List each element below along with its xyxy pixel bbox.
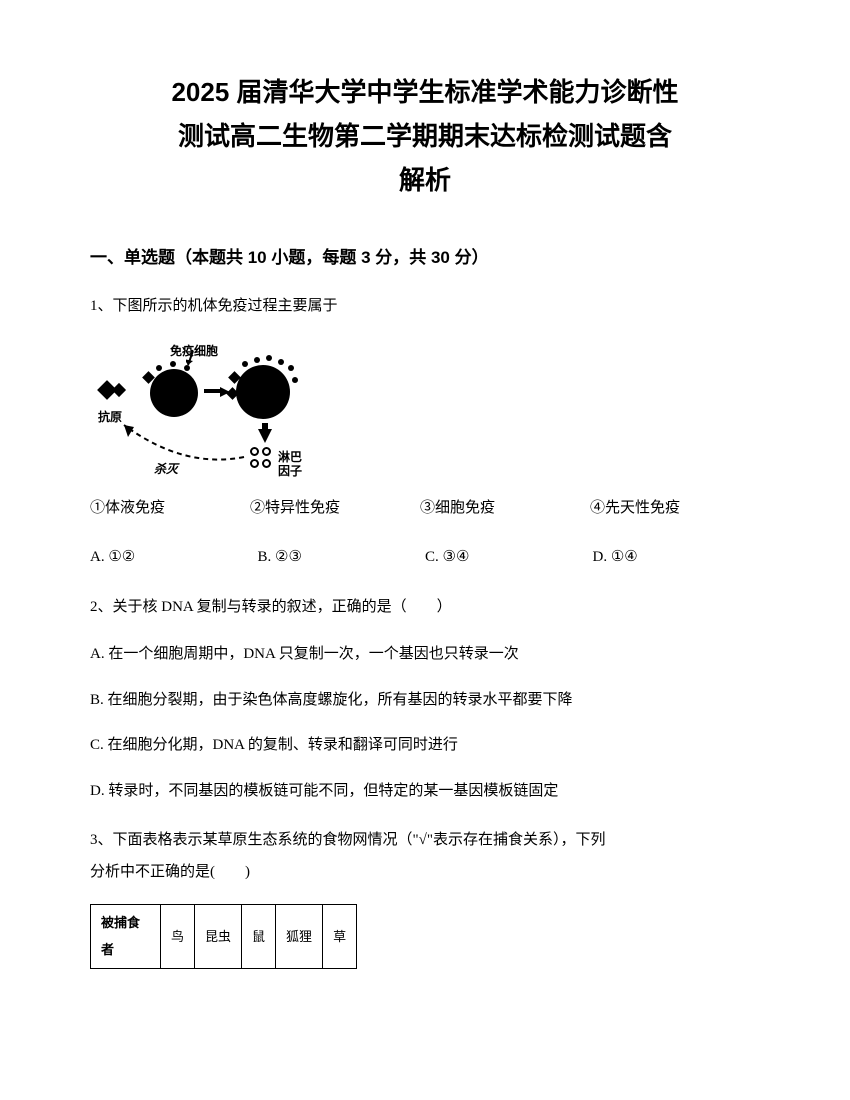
q3-col-2: 昆虫 xyxy=(195,905,242,969)
arrow-down xyxy=(258,429,272,443)
q1-choice-3: ③细胞免疫 xyxy=(420,493,590,525)
title-line-3: 解析 xyxy=(90,158,760,202)
immune-cell-1 xyxy=(150,369,198,417)
question-1: 1、下图所示的机体免疫过程主要属于 免疫细胞 抗原 xyxy=(90,291,760,574)
section-1-header: 一、单选题（本题共 10 小题，每题 3 分，共 30 分） xyxy=(90,243,760,274)
table-row: 被捕食者 鸟 昆虫 鼠 狐狸 草 xyxy=(91,905,357,969)
arrow-between-cells xyxy=(204,389,220,393)
lymphokine-ring-4 xyxy=(262,459,271,468)
q3-table: 被捕食者 鸟 昆虫 鼠 狐狸 草 xyxy=(90,904,357,969)
q1-choice-2: ②特异性免疫 xyxy=(250,493,420,525)
q2-stem: 2、关于核 DNA 复制与转录的叙述，正确的是（ ） xyxy=(90,592,760,624)
document-title: 2025 届清华大学中学生标准学术能力诊断性 测试高二生物第二学期期末达标检测试… xyxy=(90,70,760,203)
q1-choice-4: ④先天性免疫 xyxy=(590,493,740,525)
q2-option-a: A. 在一个细胞周期中，DNA 只复制一次，一个基因也只转录一次 xyxy=(90,639,760,671)
q2-option-b: B. 在细胞分裂期，由于染色体高度螺旋化，所有基因的转录水平都要下降 xyxy=(90,685,760,717)
q1-option-d: D. ①④ xyxy=(593,542,761,574)
title-line-1: 2025 届清华大学中学生标准学术能力诊断性 xyxy=(90,70,760,114)
q3-col-5: 草 xyxy=(323,905,357,969)
q3-col-1: 鸟 xyxy=(161,905,195,969)
diagram-label-kill: 杀灭 xyxy=(154,457,178,482)
q1-option-c: C. ③④ xyxy=(425,542,593,574)
q3-row-header: 被捕食者 xyxy=(91,905,161,969)
q1-choice-1: ①体液免疫 xyxy=(90,493,250,525)
q1-option-b: B. ②③ xyxy=(258,542,426,574)
q1-choice-items: ①体液免疫 ②特异性免疫 ③细胞免疫 ④先天性免疫 xyxy=(90,493,760,525)
q2-option-c: C. 在细胞分化期，DNA 的复制、转录和翻译可同时进行 xyxy=(90,730,760,762)
question-2: 2、关于核 DNA 复制与转录的叙述，正确的是（ ） A. 在一个细胞周期中，D… xyxy=(90,592,760,808)
q3-col-3: 鼠 xyxy=(242,905,276,969)
q1-options: A. ①② B. ②③ C. ③④ D. ①④ xyxy=(90,542,760,574)
question-3: 3、下面表格表示某草原生态系统的食物网情况（"√"表示存在捕食关系），下列 分析… xyxy=(90,825,760,969)
immune-cell-2 xyxy=(236,365,290,419)
q3-stem-a: 3、下面表格表示某草原生态系统的食物网情况（"√"表示存在捕食关系），下列 xyxy=(90,825,760,857)
q1-stem: 1、下图所示的机体免疫过程主要属于 xyxy=(90,291,760,323)
title-line-2: 测试高二生物第二学期期末达标检测试题含 xyxy=(90,114,760,158)
lymphokine-ring-2 xyxy=(262,447,271,456)
q2-option-d: D. 转录时，不同基因的模板链可能不同，但特定的某一基因模板链固定 xyxy=(90,776,760,808)
diagram-label-lymph2: 因子 xyxy=(278,459,302,484)
q3-stem-b: 分析中不正确的是( ) xyxy=(90,857,760,889)
antigen-shape-2 xyxy=(112,383,126,397)
q3-col-4: 狐狸 xyxy=(276,905,323,969)
dashed-kill-arrow xyxy=(104,413,254,469)
q1-option-a: A. ①② xyxy=(90,542,258,574)
q1-diagram: 免疫细胞 抗原 淋巴 因子 xyxy=(100,339,360,479)
